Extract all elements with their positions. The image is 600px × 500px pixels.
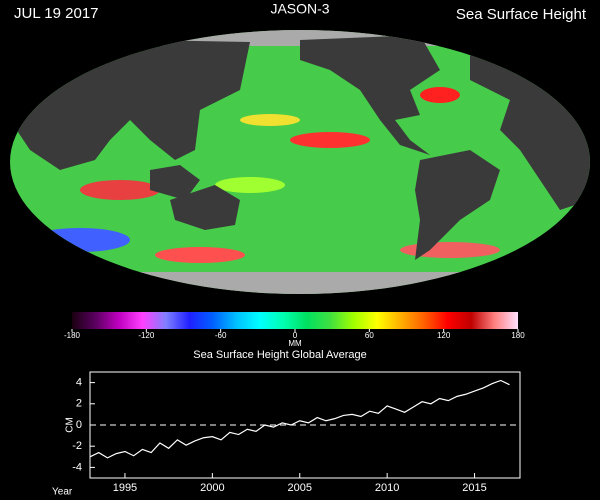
product-label: Sea Surface Height <box>456 6 587 23</box>
map <box>10 30 590 294</box>
y-tick-label: -4 <box>72 461 82 473</box>
colorbar <box>72 312 518 329</box>
x-tick-label: 2010 <box>375 482 399 494</box>
colorbar-tick-label: 60 <box>365 331 374 340</box>
colorbar-tick-label: -60 <box>215 331 227 340</box>
colorbar-unit: MM <box>288 339 302 348</box>
anomaly <box>155 247 245 263</box>
x-tick-label: 1995 <box>113 482 137 494</box>
anomaly <box>30 228 130 252</box>
colorbar-tick-label: -180 <box>64 331 81 340</box>
anomaly <box>420 87 460 103</box>
y-tick-label: 0 <box>76 419 82 431</box>
anomaly <box>80 180 160 200</box>
x-tick-label: 2000 <box>200 482 224 494</box>
series-line <box>89 379 510 459</box>
colorbar-tick-label: 180 <box>511 331 525 340</box>
colorbar-tick-label: -120 <box>138 331 155 340</box>
y-tick-label: 2 <box>76 398 82 410</box>
y-tick-label: 4 <box>76 377 82 389</box>
date-label: JUL 19 2017 <box>14 5 99 22</box>
colorbar-tick-label: 0 <box>293 331 298 340</box>
x-tick-label: 2015 <box>462 482 486 494</box>
chart-title: Sea Surface Height Global Average <box>193 349 366 361</box>
y-axis-label: CM <box>65 417 76 433</box>
anomaly <box>215 177 285 193</box>
y-tick-label: -2 <box>72 440 82 452</box>
anomaly <box>240 114 300 126</box>
colorbar-tick-label: 120 <box>437 331 451 340</box>
south-america <box>415 150 500 260</box>
antarctica <box>10 272 590 294</box>
anomaly <box>400 242 500 258</box>
indonesia <box>150 165 200 200</box>
x-axis-label: Year <box>52 487 73 498</box>
anomaly <box>290 132 370 148</box>
australia <box>170 185 240 230</box>
north-america <box>300 35 440 155</box>
x-tick-label: 2005 <box>288 482 312 494</box>
mission-label: JASON-3 <box>270 1 329 17</box>
